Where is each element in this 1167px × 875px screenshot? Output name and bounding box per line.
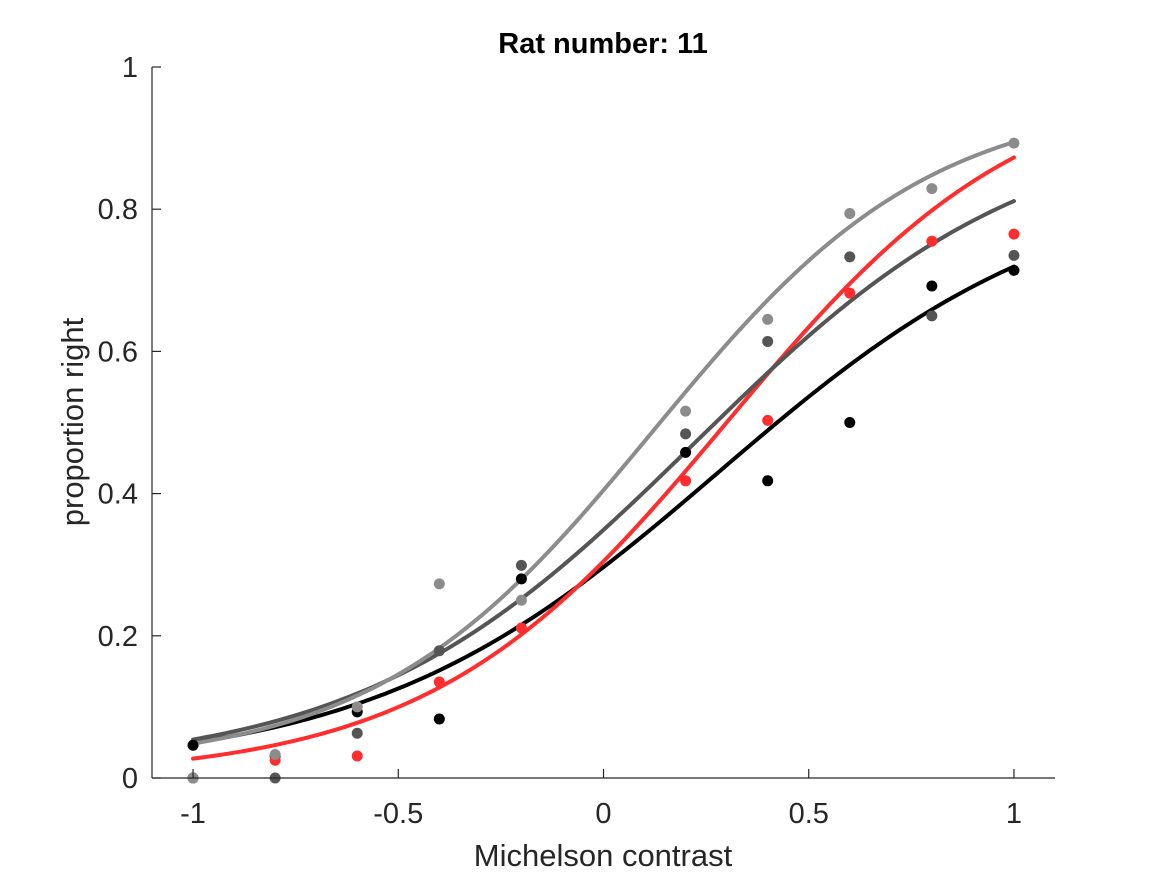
x-tick-label: 0.5 bbox=[789, 798, 829, 830]
data-point-series-3 bbox=[1008, 249, 1020, 261]
data-point-series-2 bbox=[515, 622, 527, 634]
data-point-series-2 bbox=[762, 414, 774, 426]
y-axis-title: proportion right bbox=[55, 317, 90, 526]
data-point-series-4 bbox=[269, 749, 281, 761]
data-point-series-3 bbox=[844, 251, 856, 263]
data-point-series-2 bbox=[844, 287, 856, 299]
data-point-series-2 bbox=[433, 676, 445, 688]
data-point-series-3 bbox=[433, 645, 445, 657]
x-tick-label: 1 bbox=[1006, 798, 1022, 830]
data-point-series-4 bbox=[1008, 137, 1020, 149]
y-tick-label: 0.8 bbox=[98, 194, 138, 226]
y-tick-label: 0.2 bbox=[98, 621, 138, 653]
data-point-series-1 bbox=[680, 446, 692, 458]
x-tick-label: 0 bbox=[595, 798, 611, 830]
data-point-series-2 bbox=[351, 750, 363, 762]
data-point-series-1 bbox=[926, 280, 938, 292]
y-tick-label: 0.6 bbox=[98, 336, 138, 368]
y-tick-label: 0.4 bbox=[98, 479, 138, 511]
data-point-series-4 bbox=[926, 183, 938, 195]
x-tick-label: -0.5 bbox=[373, 798, 423, 830]
data-point-series-4 bbox=[515, 594, 527, 606]
y-axis-ticks: 0 0.2 0.4 0.6 0.8 1 bbox=[98, 52, 161, 795]
fit-curve-series-1 bbox=[191, 264, 1016, 745]
data-point-series-2 bbox=[680, 475, 692, 487]
data-point-series-1 bbox=[762, 475, 774, 487]
x-axis-ticks: -1 -0.5 0 0.5 1 bbox=[180, 769, 1022, 830]
y-tick-label: 1 bbox=[122, 52, 138, 84]
plot-area bbox=[187, 137, 1020, 784]
data-point-series-1 bbox=[187, 739, 199, 751]
fit-curve-series-4 bbox=[191, 140, 1016, 746]
data-point-series-4 bbox=[433, 578, 445, 590]
data-point-series-4 bbox=[844, 207, 856, 219]
data-point-series-3 bbox=[926, 310, 938, 322]
data-point-series-3 bbox=[762, 335, 774, 347]
data-point-series-1 bbox=[433, 713, 445, 725]
y-tick-label: 0 bbox=[122, 763, 138, 795]
data-point-series-1 bbox=[1008, 264, 1020, 276]
data-point-series-1 bbox=[844, 417, 856, 428]
data-point-series-4 bbox=[762, 313, 774, 325]
data-point-series-3 bbox=[351, 727, 363, 739]
data-point-series-3 bbox=[515, 559, 527, 571]
fit-curve-series-3 bbox=[191, 199, 1016, 742]
data-point-series-2 bbox=[1008, 228, 1020, 240]
chart-title: Rat number: 11 bbox=[498, 28, 708, 60]
data-point-series-1 bbox=[515, 573, 527, 585]
data-point-series-4 bbox=[680, 405, 692, 417]
data-point-series-4 bbox=[351, 701, 363, 713]
data-point-series-2 bbox=[926, 235, 938, 247]
data-point-series-3 bbox=[680, 428, 692, 440]
x-axis-title: Michelson contrast bbox=[474, 838, 733, 873]
fit-curve-series-2 bbox=[191, 155, 1016, 761]
x-tick-label: -1 bbox=[180, 798, 206, 830]
